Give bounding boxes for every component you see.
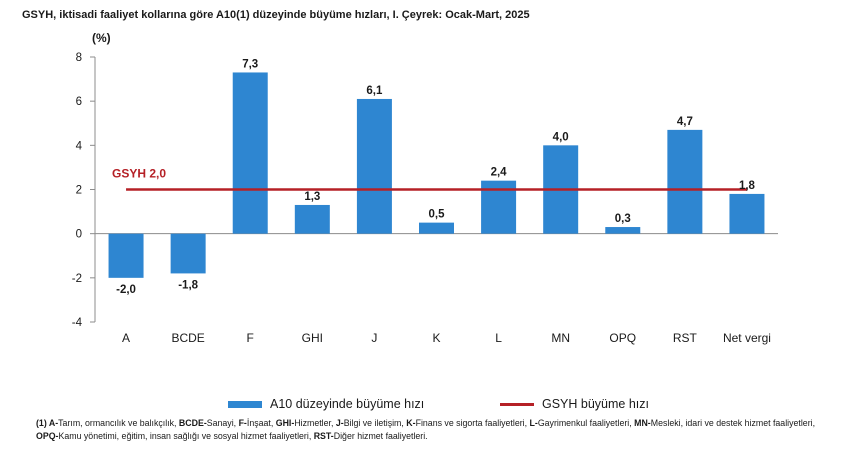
data-label: 1,3 <box>304 191 320 203</box>
x-tick-label: J <box>371 331 377 345</box>
footnote-text: Mesleki, idari ve destek hizmet faaliyet… <box>650 418 816 428</box>
footnote-code: BCDE- <box>178 418 207 428</box>
x-tick-label: L <box>495 331 502 345</box>
data-label: 7,3 <box>242 58 258 70</box>
footnote-code: MN- <box>634 418 651 428</box>
footnote-text: Finans ve sigorta faaliyetleri, <box>415 418 530 428</box>
x-tick-label: OPQ <box>609 331 636 345</box>
bar <box>108 233 144 278</box>
footnote-text: İnşaat, <box>246 418 276 428</box>
y-tick-label: 8 <box>76 52 82 64</box>
x-tick-label: RST <box>673 331 698 345</box>
bar <box>170 233 206 274</box>
data-label: 4,0 <box>553 131 569 143</box>
footnote-code: (1) A- <box>36 418 59 428</box>
x-tick-label: F <box>247 331 254 345</box>
footnote-text: Kamu yönetimi, eğitim, insan sağlığı ve … <box>58 431 314 441</box>
data-label: -1,8 <box>178 279 198 291</box>
data-label: 4,7 <box>677 116 693 128</box>
bar <box>232 72 268 234</box>
data-label: 0,5 <box>429 209 446 221</box>
legend: A10 düzeyinde büyüme hızı GSYH büyüme hı… <box>0 397 860 415</box>
data-labels-group: -2,0 -1,8 7,3 1,3 6,1 0,5 2,4 4,0 0,3 4,7 1,8 <box>116 58 755 295</box>
y-tick-label: -4 <box>72 317 83 329</box>
y-tick-label: 6 <box>76 96 82 108</box>
bar <box>667 129 703 234</box>
legend-item-line: GSYH büyüme hızı <box>500 397 649 411</box>
footnote-text: Hizmetler, <box>294 418 336 428</box>
y-axis-unit-label: (%) <box>92 31 111 45</box>
bars-group <box>108 72 765 278</box>
footnote-code: L- <box>529 418 538 428</box>
legend-swatch-line <box>500 402 534 406</box>
chart-title: GSYH, iktisadi faaliyet kollarına göre A… <box>22 9 530 21</box>
footnote-text: Sanayi, <box>206 418 239 428</box>
y-tick-label: 4 <box>76 140 83 152</box>
footnote-code: OPQ- <box>36 431 59 441</box>
legend-label-bars: A10 düzeyinde büyüme hızı <box>270 397 425 411</box>
x-tick-label: GHI <box>302 331 323 345</box>
x-tick-label: A <box>122 331 130 345</box>
bar-chart: -4 -2 0 2 4 6 8 GSYH 2,0 -2,0 -1,8 7,3 1,3 6,1 0,5 2… <box>72 52 778 345</box>
reference-line-group: GSYH 2,0 <box>112 167 747 191</box>
footnote-code: GHI- <box>275 418 295 428</box>
footnote-code: J- <box>335 418 344 428</box>
legend-label-line: GSYH büyüme hızı <box>542 397 649 411</box>
x-tick-label: BCDE <box>171 331 204 345</box>
footnote-code: F- <box>238 418 247 428</box>
footnote: (1) A-Tarım, ormancılık ve balıkçılık, B… <box>36 417 826 443</box>
footnote-code: K- <box>406 418 416 428</box>
reference-line-label: GSYH 2,0 <box>112 167 166 181</box>
x-tick-label: MN <box>551 331 570 345</box>
y-tick-label: 0 <box>76 229 82 241</box>
data-label: -2,0 <box>116 284 136 296</box>
y-tick-label: 2 <box>76 185 82 197</box>
footnote-text: Bilgi ve iletişim, <box>343 418 407 428</box>
data-label: 0,3 <box>615 213 631 225</box>
data-label: 1,8 <box>739 180 756 192</box>
footnote-text: Tarım, ormancılık ve balıkçılık, <box>58 418 179 428</box>
legend-swatch-bar <box>228 400 262 408</box>
x-tick-labels-group: A BCDE F GHI J K L MN OPQ RST Net vergi <box>122 331 771 345</box>
footnote-code: RST- <box>313 431 334 441</box>
footnote-text: Gayrimenkul faaliyetleri, <box>537 418 635 428</box>
legend-item-bars: A10 düzeyinde büyüme hızı <box>228 397 424 411</box>
x-tick-label: Net vergi <box>723 331 771 345</box>
x-tick-label: K <box>432 331 440 345</box>
bar <box>294 204 330 234</box>
bar <box>729 193 765 234</box>
bar <box>419 222 454 234</box>
data-label: 2,4 <box>491 167 508 179</box>
y-tick-label: -2 <box>72 273 82 285</box>
bar <box>356 98 392 234</box>
bar <box>605 227 641 234</box>
data-label: 6,1 <box>366 85 383 97</box>
footnote-text: Diğer hizmet faaliyetleri. <box>333 431 428 441</box>
